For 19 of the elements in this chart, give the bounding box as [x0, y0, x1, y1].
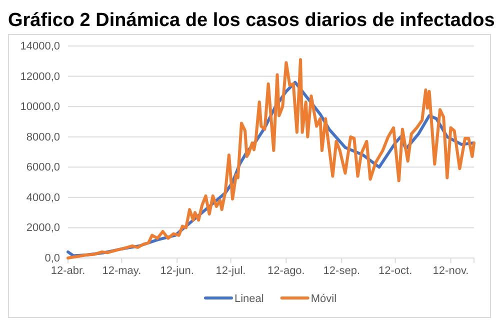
y-tick-label: 6000,0 — [26, 162, 60, 174]
chart-title: Gráfico 2 Dinámica de los casos diarios de infectados — [8, 10, 495, 31]
y-tick-label: 14000,0 — [20, 40, 60, 53]
x-tick-label: 12-oct. — [378, 264, 412, 277]
x-tick-label: 12-nov. — [432, 264, 469, 277]
x-tick-label: 12-sep. — [323, 264, 360, 277]
y-tick-label: 2000,0 — [26, 222, 60, 234]
x-tick-label: 12-jun. — [160, 264, 194, 277]
y-tick-label: 8000,0 — [26, 131, 60, 144]
y-tick-label: 12000,0 — [20, 70, 60, 83]
x-tick-label: 12-jul. — [216, 264, 246, 277]
y-tick-label: 0,0 — [44, 252, 60, 265]
y-tick-label: 4000,0 — [26, 192, 60, 204]
x-tick-label: 12-ago. — [268, 264, 305, 277]
legend-label: Móvil — [310, 293, 337, 305]
x-tick-label: 12-may. — [102, 264, 142, 277]
legend-label: Lineal — [234, 293, 264, 305]
x-tick-label: 12-abr. — [50, 264, 86, 277]
y-tick-label: 10000,0 — [20, 101, 60, 114]
